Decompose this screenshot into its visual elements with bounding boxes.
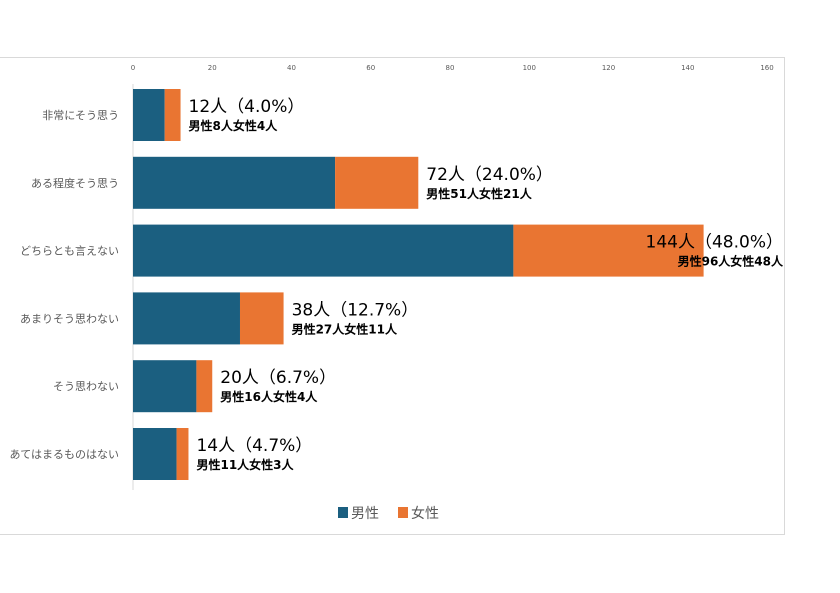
bar-segment-male: [133, 360, 197, 413]
legend-swatch: [398, 507, 408, 518]
data-label-total: 144人（48.0%）: [646, 233, 783, 253]
data-label-breakdown: 男性11人女性3人: [196, 457, 294, 472]
bar-segment-female: [196, 360, 213, 413]
bar-segment-male: [133, 428, 177, 480]
bar-segment-female: [164, 89, 181, 141]
bar-segment-female: [513, 224, 704, 277]
legend-label: 男性: [351, 506, 379, 522]
data-label-total: 12人（4.0%）: [189, 97, 305, 117]
bar-segment-female: [239, 292, 284, 345]
data-label-breakdown: 男性8人女性4人: [189, 118, 279, 133]
category-label: あてはまるものはない: [9, 448, 119, 461]
legend-label: 女性: [411, 505, 439, 522]
data-label-breakdown: 男性16人女性4人: [220, 389, 318, 404]
bar-segment-male: [133, 224, 514, 277]
x-tick-label: 40: [287, 64, 296, 72]
bar-segment-female: [176, 428, 189, 480]
data-label-total: 20人（6.7%）: [220, 368, 336, 388]
data-label-total: 72人（24.0%）: [426, 165, 553, 185]
x-tick-label: 160: [760, 64, 773, 72]
data-label-breakdown: 男性51人女性21人: [426, 186, 532, 201]
category-label: あまりそう思わない: [20, 312, 119, 325]
category-label: ある程度そう思う: [31, 176, 119, 190]
data-label-breakdown: 男性27人女性11人: [292, 321, 398, 336]
data-label-total: 14人（4.7%）: [196, 436, 312, 456]
x-tick-label: 120: [602, 64, 615, 72]
category-label: そう思わない: [53, 380, 119, 393]
x-tick-label: 0: [131, 64, 135, 72]
x-tick-label: 80: [446, 64, 455, 72]
category-label: どちらとも言えない: [20, 245, 119, 258]
bar-segment-male: [133, 292, 240, 345]
data-label-total: 38人（12.7%）: [292, 300, 419, 320]
chart-frame: [0, 57, 785, 535]
bar-segment-male: [133, 156, 336, 209]
bar-segment-male: [133, 89, 165, 141]
x-tick-label: 60: [366, 64, 375, 72]
bar-segment-female: [335, 156, 419, 209]
x-tick-label: 140: [681, 64, 694, 72]
x-tick-label: 20: [208, 64, 217, 72]
legend-swatch: [338, 507, 348, 518]
data-label-breakdown: 男性96人女性48人: [678, 254, 784, 269]
category-label: 非常にそう思う: [42, 109, 119, 122]
x-tick-label: 100: [523, 64, 536, 72]
